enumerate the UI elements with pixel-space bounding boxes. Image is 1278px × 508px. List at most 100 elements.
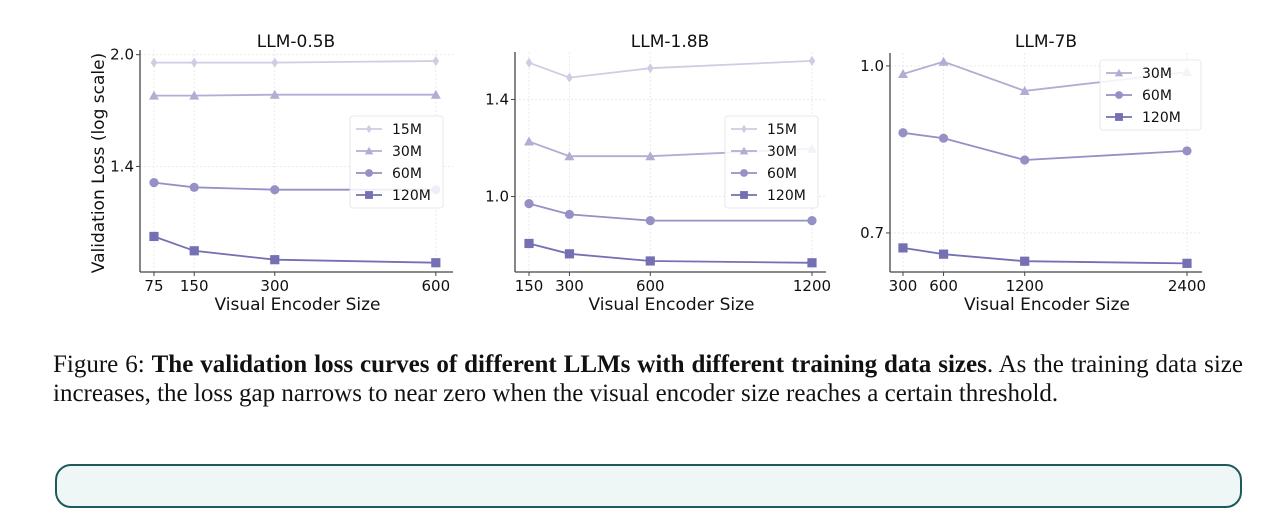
series-line-120M: [153, 235, 436, 264]
x-tick-label: 2400: [1168, 277, 1206, 295]
callout-box: [55, 464, 1242, 508]
data-point-120M: [807, 258, 817, 268]
x-tick-label: 150: [515, 277, 544, 295]
legend-marker-square-icon: [1115, 113, 1123, 121]
data-point-30M: [645, 151, 656, 161]
legend-item-30M: 30M: [356, 144, 422, 160]
series-120M: [524, 238, 817, 268]
data-point-15M: [566, 72, 573, 83]
data-point-30M: [938, 56, 949, 66]
legend-marker-square-icon: [740, 191, 748, 199]
series-15M: [525, 55, 816, 83]
series-120M: [898, 243, 1192, 268]
data-point-15M: [271, 57, 279, 68]
data-point-30M: [148, 90, 159, 100]
legend-label: 120M: [392, 188, 431, 204]
x-tick-label: 600: [636, 277, 665, 295]
figure-caption: Figure 6: The validation loss curves of …: [53, 350, 1243, 408]
data-point-60M: [270, 185, 280, 195]
legend-label: 60M: [392, 166, 422, 182]
legend-marker-square-icon: [365, 191, 373, 199]
legend-label: 15M: [767, 122, 797, 138]
legend-item-60M: 60M: [1106, 88, 1172, 104]
x-axis-label: Visual Encoder Size: [589, 295, 755, 315]
data-point-15M: [150, 57, 158, 68]
series-line-30M: [154, 93, 436, 97]
x-tick-label: 75: [144, 277, 163, 295]
data-point-120M: [431, 258, 441, 268]
legend-label: 60M: [767, 166, 797, 182]
data-point-60M: [645, 216, 655, 226]
series-15M: [150, 56, 440, 68]
legend-marker-circle-icon: [740, 169, 748, 177]
data-point-30M: [524, 136, 535, 146]
x-tick-label: 1200: [793, 277, 831, 295]
data-point-30M: [564, 151, 575, 161]
legend-box: [1099, 59, 1202, 131]
series-line-120M: [902, 247, 1188, 265]
legend-label: 120M: [767, 188, 806, 204]
x-tick-label: 300: [260, 277, 289, 295]
data-point-120M: [149, 231, 159, 242]
legend: 30M 60M 120M: [1099, 59, 1202, 131]
chart-llm-1-8b: 150 300 600 1200 1.4 1.0 LLM-1.8B Visual Encode…: [485, 32, 831, 315]
data-point-30M: [897, 68, 908, 78]
legend-marker-diamond-icon: [366, 124, 372, 134]
data-point-60M: [1182, 146, 1192, 156]
y-tick-label: 1.4: [110, 158, 134, 176]
legend-marker-circle-icon: [365, 169, 373, 177]
legend-item-15M: 15M: [731, 122, 797, 138]
legend-label: 60M: [1142, 88, 1172, 104]
x-tick-label: 600: [421, 277, 450, 295]
series-60M: [524, 198, 817, 226]
series-line-60M: [902, 131, 1188, 161]
legend-item-120M: 120M: [356, 188, 431, 204]
data-point-30M: [269, 89, 280, 99]
series-line-120M: [528, 242, 813, 264]
data-point-120M: [1182, 258, 1192, 268]
data-point-60M: [898, 128, 908, 138]
legend-item-60M: 60M: [731, 166, 797, 182]
legend-marker-diamond-icon: [741, 124, 747, 134]
x-tick-label: 1200: [1006, 277, 1044, 295]
legend-item-120M: 120M: [731, 188, 806, 204]
data-point-15M: [432, 56, 440, 67]
legend-item-60M: 60M: [356, 166, 422, 182]
data-point-60M: [938, 133, 949, 143]
y-tick-label: 1.0: [860, 57, 884, 75]
y-tick-label: 0.7: [860, 224, 884, 242]
y-tick-label: 1.4: [485, 90, 509, 108]
data-point-60M: [807, 216, 817, 226]
legend-item-15M: 15M: [356, 122, 422, 138]
x-tick-label: 300: [889, 277, 918, 295]
series-line-15M: [154, 60, 436, 64]
chart-llm-0-5b: 75 150 300 600 2.0 1.4 LLM-0.5B Visual Encoder …: [89, 32, 453, 315]
legend-label: 15M: [392, 122, 422, 138]
data-point-60M: [564, 209, 575, 220]
data-point-15M: [808, 55, 816, 66]
chart-title: LLM-7B: [1015, 32, 1077, 52]
x-tick-label: 600: [929, 277, 958, 295]
legend-box: [724, 115, 819, 209]
data-point-120M: [898, 243, 908, 253]
legend-label: 30M: [1142, 66, 1172, 82]
data-point-60M: [524, 198, 534, 209]
series-30M: [148, 89, 441, 100]
data-point-15M: [190, 57, 198, 68]
chart-title: LLM-0.5B: [257, 32, 335, 52]
data-point-120M: [564, 249, 575, 259]
x-tick-label: 150: [180, 277, 209, 295]
data-point-120M: [938, 249, 949, 259]
y-tick-label: 1.0: [485, 188, 509, 206]
chart-title: LLM-1.8B: [631, 32, 709, 52]
data-point-60M: [189, 182, 199, 192]
data-point-120M: [1020, 256, 1030, 266]
x-axis-label: Visual Encoder Size: [215, 295, 381, 315]
series-120M: [149, 231, 441, 268]
legend-box: [349, 115, 444, 209]
x-tick-label: 300: [555, 277, 584, 295]
data-point-120M: [645, 256, 655, 266]
data-point-30M: [1019, 85, 1030, 95]
legend-marker-triangle-icon: [739, 146, 749, 155]
y-axis-label: Validation Loss (log scale): [89, 53, 109, 273]
